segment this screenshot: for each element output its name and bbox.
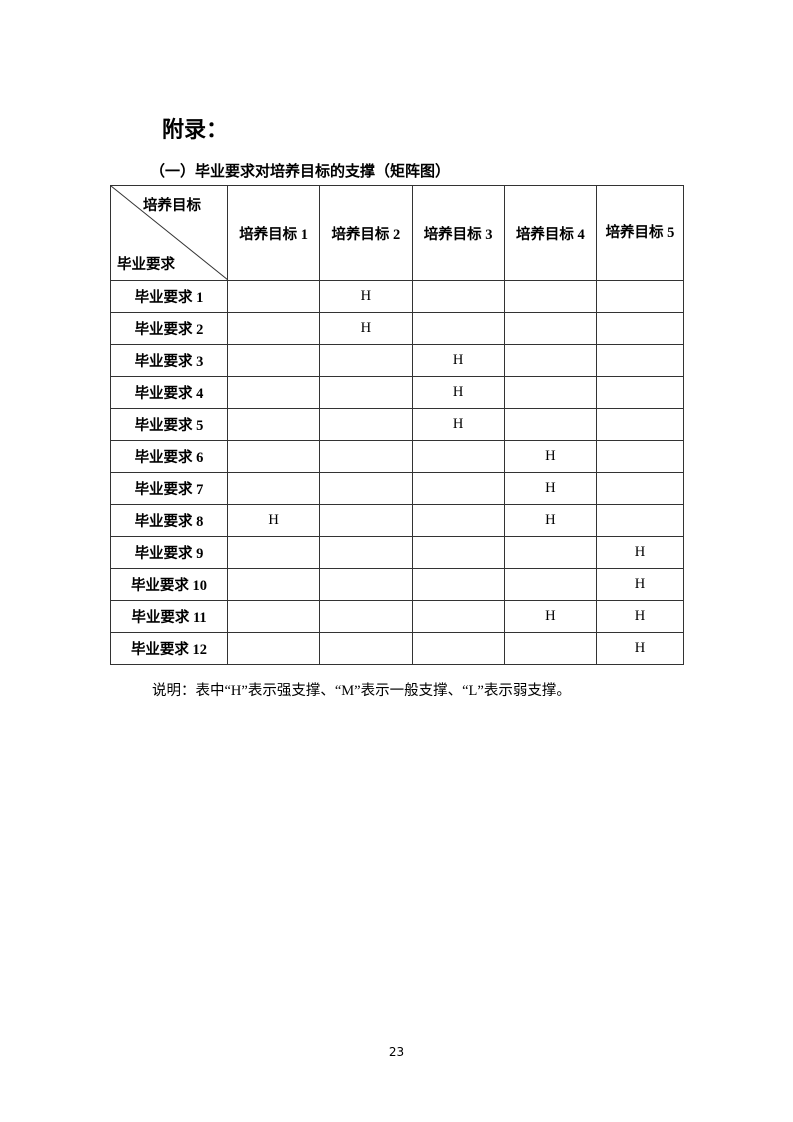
table-row: 毕业要求 6 H (110, 440, 684, 473)
matrix-cell (319, 568, 413, 601)
matrix-cell (226, 632, 321, 665)
matrix-cell (503, 376, 598, 409)
table-row: 毕业要求 7 H (110, 472, 684, 505)
matrix-cell: H (411, 376, 505, 409)
matrix-cell (503, 280, 598, 313)
matrix-cell: H (319, 312, 413, 345)
matrix-cell (319, 408, 413, 441)
row-label: 毕业要求 1 (110, 280, 228, 313)
matrix-cell (411, 600, 505, 633)
matrix-cell (226, 536, 321, 569)
row-label: 毕业要求 3 (110, 344, 228, 377)
row-label: 毕业要求 4 (110, 376, 228, 409)
column-header: 培养目标 5 (596, 185, 684, 281)
matrix-cell (411, 280, 505, 313)
diagonal-line (111, 186, 228, 280)
matrix-cell (411, 504, 505, 537)
matrix-cell (226, 280, 321, 313)
matrix-cell (226, 472, 321, 505)
row-label: 毕业要求 5 (110, 408, 228, 441)
matrix-cell (596, 504, 684, 537)
page-number: 23 (388, 1045, 405, 1059)
table-row: 毕业要求 9 H (110, 536, 684, 569)
matrix-cell (411, 312, 505, 345)
matrix-cell (226, 344, 321, 377)
matrix-cell: H (503, 472, 598, 505)
matrix-cell: H (503, 440, 598, 473)
matrix-cell (596, 408, 684, 441)
row-label: 毕业要求 8 (110, 504, 228, 537)
matrix-cell: H (596, 536, 684, 569)
matrix-cell: H (596, 600, 684, 633)
corner-cell: 培养目标 毕业要求 (110, 185, 228, 281)
matrix-cell (503, 536, 598, 569)
matrix-cell: H (503, 600, 598, 633)
table-row: 毕业要求 4 H (110, 376, 684, 409)
matrix-cell (319, 376, 413, 409)
matrix-cell (596, 312, 684, 345)
corner-bottom-label: 毕业要求 (117, 257, 175, 273)
matrix-cell: H (503, 504, 598, 537)
matrix-cell (319, 504, 413, 537)
row-label: 毕业要求 7 (110, 472, 228, 505)
matrix-cell (596, 344, 684, 377)
matrix-cell (503, 568, 598, 601)
matrix-cell (319, 632, 413, 665)
matrix-cell (319, 472, 413, 505)
support-matrix-table: 培养目标 毕业要求 培养目标 1 培养目标 2 培养目标 3 培养目标 4 培养目标 5… (110, 185, 684, 665)
matrix-cell (411, 472, 505, 505)
matrix-cell (596, 280, 684, 313)
matrix-cell (503, 632, 598, 665)
column-header: 培养目标 1 (226, 185, 321, 281)
matrix-cell (226, 568, 321, 601)
matrix-cell (226, 376, 321, 409)
matrix-cell (226, 312, 321, 345)
row-label: 毕业要求 11 (110, 600, 228, 633)
table-row: 毕业要求 11 H H (110, 600, 684, 633)
matrix-cell (503, 344, 598, 377)
matrix-cell (596, 440, 684, 473)
row-label: 毕业要求 9 (110, 536, 228, 569)
corner-top-label: 培养目标 (143, 198, 201, 214)
table-row: 毕业要求 10 H (110, 568, 684, 601)
matrix-cell (319, 536, 413, 569)
matrix-cell (411, 632, 505, 665)
table-row: 毕业要求 3 H (110, 344, 684, 377)
matrix-cell: H (226, 504, 321, 537)
row-label: 毕业要求 2 (110, 312, 228, 345)
matrix-cell (411, 568, 505, 601)
matrix-cell: H (596, 632, 684, 665)
matrix-cell (503, 312, 598, 345)
row-label: 毕业要求 10 (110, 568, 228, 601)
matrix-cell (226, 440, 321, 473)
header-row: 培养目标 毕业要求 培养目标 1 培养目标 2 培养目标 3 培养目标 4 培养目标 5 (110, 185, 684, 281)
column-header: 培养目标 2 (319, 185, 413, 281)
matrix-cell (319, 344, 413, 377)
matrix-cell: H (411, 408, 505, 441)
matrix-cell (226, 408, 321, 441)
matrix-cell (226, 600, 321, 633)
matrix-cell: H (596, 568, 684, 601)
table-note: 说明：表中“H”表示强支撑、“M”表示一般支撑、“L”表示弱支撑。 (152, 683, 571, 699)
table-row: 毕业要求 2 H (110, 312, 684, 345)
row-label: 毕业要求 6 (110, 440, 228, 473)
table-row: 毕业要求 5 H (110, 408, 684, 441)
matrix-cell: H (319, 280, 413, 313)
section-heading: （一）毕业要求对培养目标的支撑（矩阵图） (150, 164, 451, 180)
matrix-cell (319, 600, 413, 633)
matrix-cell (596, 376, 684, 409)
table-row: 毕业要求 1 H (110, 280, 684, 313)
matrix-cell (411, 440, 505, 473)
matrix-cell (503, 408, 598, 441)
matrix-cell (411, 536, 505, 569)
row-label: 毕业要求 12 (110, 632, 228, 665)
table-row: 毕业要求 12 H (110, 632, 684, 665)
matrix-cell (596, 472, 684, 505)
matrix-cell: H (411, 344, 505, 377)
column-header: 培养目标 3 (411, 185, 505, 281)
matrix-cell (319, 440, 413, 473)
column-header: 培养目标 4 (503, 185, 598, 281)
appendix-title: 附录： (162, 118, 229, 143)
